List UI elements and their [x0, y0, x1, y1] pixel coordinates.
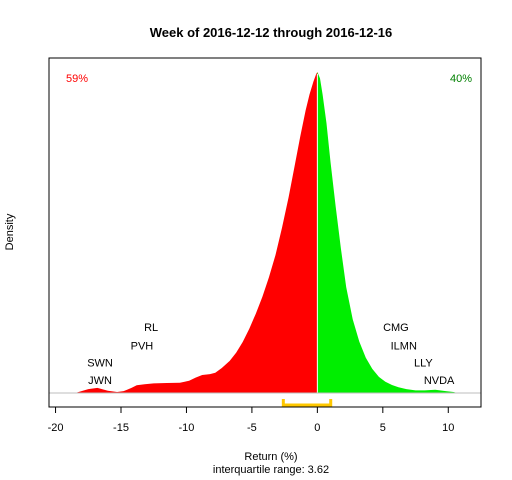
annotation-label: CMG	[383, 322, 409, 334]
iqr-bracket	[281, 399, 333, 407]
x-tick-label: 5	[380, 422, 386, 434]
annotation-label: RL	[144, 322, 158, 334]
annotation-label: LLY	[414, 358, 433, 370]
x-tick-label: -5	[247, 422, 257, 434]
x-axis: -20 -15 -10 -5 0 5 10	[48, 406, 454, 434]
x-tick-label: -10	[179, 422, 195, 434]
x-tick-label: -20	[48, 422, 64, 434]
iqr-subtitle: interquartile range: 3.62	[213, 464, 329, 476]
plot-area: RL PVH SWN JWN CMG ILMN LLY NVDA	[49, 72, 481, 407]
positive-density-area	[317, 72, 458, 393]
negative-density-area	[75, 72, 318, 393]
annotation-label: SWN	[87, 358, 113, 370]
pct-positive-label: 40%	[450, 73, 472, 85]
x-tick-label: -15	[113, 422, 129, 434]
x-tick-label: 10	[442, 422, 454, 434]
annotation-label: ILMN	[391, 340, 417, 352]
y-axis-label: Density	[4, 213, 16, 250]
x-axis-label: Return (%)	[244, 451, 297, 463]
annotation-label: NVDA	[424, 375, 455, 387]
chart-title: Week of 2016-12-12 through 2016-12-16	[150, 25, 393, 40]
pct-negative-label: 59%	[66, 73, 88, 85]
x-tick-label: 0	[314, 422, 320, 434]
annotation-label: JWN	[88, 375, 112, 387]
annotation-labels: RL PVH SWN JWN CMG ILMN LLY NVDA	[87, 322, 455, 387]
annotation-label: PVH	[131, 340, 154, 352]
